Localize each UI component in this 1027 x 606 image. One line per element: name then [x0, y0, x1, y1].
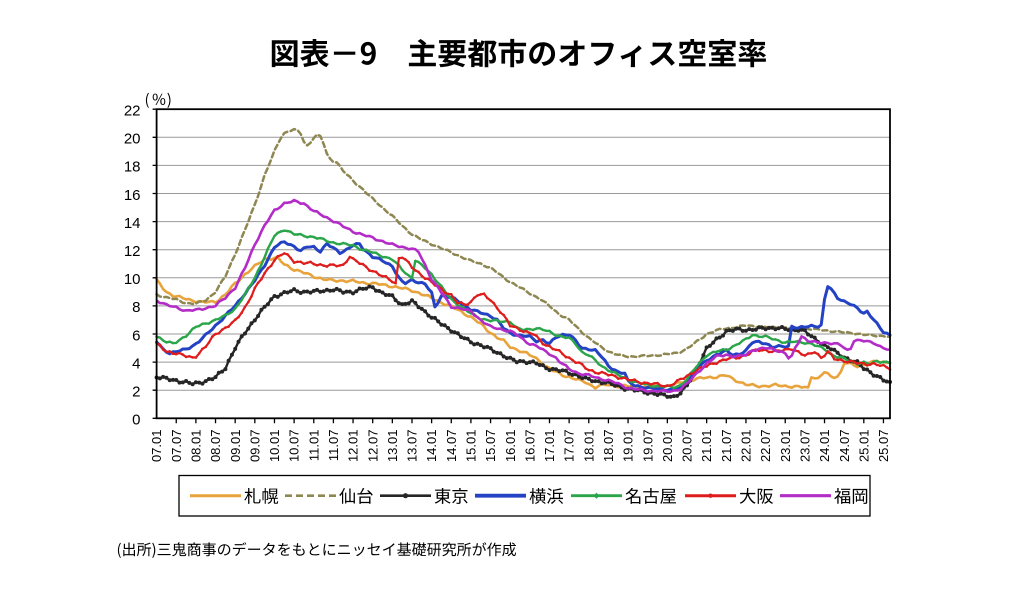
svg-text:11.07: 11.07 [326, 430, 341, 462]
svg-text:22.07: 22.07 [758, 430, 773, 463]
svg-text:13.01: 13.01 [385, 430, 400, 463]
svg-text:22: 22 [124, 103, 141, 120]
svg-text:17.07: 17.07 [562, 430, 577, 463]
svg-text:20.07: 20.07 [680, 430, 695, 463]
svg-text:10: 10 [124, 271, 141, 288]
svg-text:08.07: 08.07 [208, 430, 223, 463]
svg-text:15.07: 15.07 [483, 430, 498, 463]
svg-text:8: 8 [132, 299, 140, 316]
svg-text:12.07: 12.07 [365, 430, 380, 463]
svg-text:18: 18 [124, 159, 141, 176]
svg-text:14: 14 [124, 215, 141, 232]
svg-text:21.01: 21.01 [699, 430, 714, 463]
svg-text:23.07: 23.07 [798, 430, 813, 463]
svg-text:07.07: 07.07 [169, 430, 184, 463]
svg-text:20.01: 20.01 [660, 430, 675, 463]
svg-text:14.01: 14.01 [424, 430, 439, 463]
svg-text:16: 16 [124, 187, 141, 204]
svg-text:16.01: 16.01 [503, 430, 518, 463]
svg-text:11.01: 11.01 [306, 430, 321, 462]
svg-text:6: 6 [132, 327, 140, 344]
svg-text:25.07: 25.07 [876, 430, 891, 463]
svg-text:0: 0 [132, 412, 140, 429]
svg-text:07.01: 07.01 [149, 430, 164, 463]
svg-text:24.07: 24.07 [837, 430, 852, 463]
svg-text:19.01: 19.01 [621, 430, 636, 463]
svg-text:23.01: 23.01 [778, 430, 793, 463]
svg-text:12.01: 12.01 [346, 430, 361, 463]
svg-text:15.01: 15.01 [464, 430, 479, 463]
svg-text:17.01: 17.01 [542, 430, 557, 463]
svg-text:13.07: 13.07 [405, 430, 420, 463]
svg-text:22.01: 22.01 [739, 430, 754, 463]
svg-text:20: 20 [124, 131, 141, 148]
svg-text:12: 12 [124, 243, 141, 260]
svg-text:08.01: 08.01 [189, 430, 204, 463]
svg-text:25.01: 25.01 [856, 430, 871, 463]
svg-text:10.01: 10.01 [267, 430, 282, 463]
svg-text:10.07: 10.07 [287, 430, 302, 463]
svg-text:24.01: 24.01 [817, 430, 832, 463]
svg-text:4: 4 [132, 355, 140, 372]
svg-text:18.01: 18.01 [581, 430, 596, 463]
svg-text:19.07: 19.07 [640, 430, 655, 463]
svg-text:09.01: 09.01 [228, 430, 243, 463]
svg-text:18.07: 18.07 [601, 430, 616, 463]
svg-text:09.07: 09.07 [247, 430, 262, 463]
svg-text:2: 2 [132, 384, 140, 401]
svg-text:16.07: 16.07 [522, 430, 537, 463]
svg-text:14.07: 14.07 [444, 430, 459, 463]
svg-text:21.07: 21.07 [719, 430, 734, 463]
